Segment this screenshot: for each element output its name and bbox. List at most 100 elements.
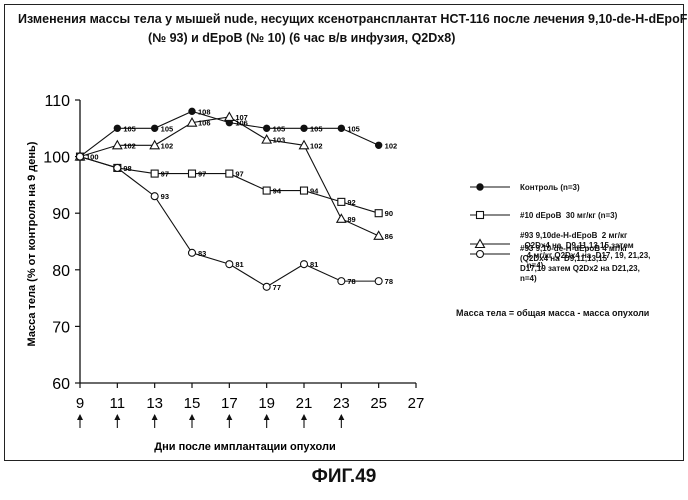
marker-triangle	[186, 117, 198, 127]
marker-filled-circle	[188, 107, 196, 116]
marker-open-circle	[262, 282, 271, 291]
marker-triangle	[149, 139, 161, 150]
x-tick-label: 11	[110, 395, 126, 412]
x-tick-label: 15	[184, 395, 201, 412]
marker-open-circle	[337, 277, 346, 286]
data-label: 97	[198, 170, 206, 179]
data-label: 89	[347, 215, 355, 224]
dose-arrow-head	[189, 414, 195, 420]
mass-note: Масса тела = общая масса - масса опухоли	[456, 308, 650, 318]
x-tick-label: 25	[370, 395, 387, 412]
data-label: 77	[273, 283, 281, 292]
data-label: 92	[347, 198, 355, 207]
marker-triangle	[111, 139, 123, 150]
marker-square	[262, 186, 271, 195]
marker-filled-circle	[374, 141, 383, 149]
chart-title-line1: Изменения массы тела у мышей nude, несущ…	[18, 12, 688, 26]
marker-filled-circle	[476, 183, 484, 191]
marker-square	[374, 209, 383, 218]
marker-open-circle	[75, 152, 85, 161]
data-label: 86	[385, 232, 393, 241]
y-tick-label: 70	[52, 319, 70, 336]
data-label: 102	[161, 141, 174, 150]
data-label: 108	[198, 107, 211, 116]
data-label: 105	[310, 124, 323, 133]
data-label: 105	[161, 124, 174, 133]
data-label: 81	[235, 260, 243, 269]
marker-filled-circle	[150, 124, 159, 133]
data-label: 78	[385, 277, 393, 286]
data-label: 98	[123, 164, 131, 173]
dose-arrow-head	[301, 414, 307, 420]
data-label: 97	[161, 170, 169, 179]
data-label: 83	[198, 249, 206, 258]
y-tick-label: 80	[52, 263, 70, 280]
marker-triangle	[261, 133, 273, 144]
y-tick-label: 110	[44, 93, 70, 110]
marker-triangle	[373, 230, 385, 240]
y-tick-label: 100	[43, 150, 70, 167]
legend-label-93-2mg: #93 9,10de-H-dEpoB 2 мг/кг Q2Dx4 на D9,1…	[520, 231, 651, 270]
marker-triangle	[298, 139, 310, 150]
legend-symbols	[470, 183, 510, 259]
legend-label-93-4mg: #93 9,10-de-H-dEpoB 4 мг/кг (Q2Dx4 на D9…	[520, 244, 640, 283]
x-tick-label: 23	[333, 395, 350, 412]
data-label: 78	[347, 277, 355, 286]
marker-open-circle	[299, 260, 309, 269]
data-label: 105	[347, 124, 360, 133]
marker-open-circle	[187, 248, 197, 257]
marker-filled-circle	[337, 124, 346, 133]
marker-square	[475, 210, 485, 220]
y-tick-label: 90	[52, 206, 70, 223]
legend-label-depob: #10 dEpoB 30 мг/кг (n=3)	[520, 211, 618, 220]
series-markers	[74, 107, 385, 291]
marker-square	[299, 186, 309, 195]
data-label: 106	[235, 119, 248, 128]
figure-caption: ФИГ.49	[311, 466, 377, 487]
line-chart: 60 70 80 90 100 110 9 11 13 15 17 19 21 23 25 27 100 105…	[26, 93, 510, 453]
x-tick-label: 9	[76, 395, 84, 412]
marker-open-circle	[150, 192, 159, 201]
marker-filled-circle	[262, 124, 271, 133]
marker-triangle	[335, 213, 347, 223]
x-tick-label: 13	[146, 395, 163, 412]
marker-square	[225, 169, 234, 178]
data-label: 94	[310, 187, 319, 196]
dose-arrow-head	[263, 414, 270, 420]
dose-arrow-head	[226, 414, 233, 420]
marker-triangle	[474, 238, 486, 249]
chart-axes: 60 70 80 90 100 110 9 11 13 15 17 19 21 23 25 27	[43, 93, 424, 428]
x-tick-label: 17	[221, 395, 238, 412]
data-label: 97	[235, 170, 243, 179]
marker-filled-circle	[300, 124, 308, 133]
marker-filled-circle	[113, 124, 122, 133]
data-label: 102	[123, 141, 136, 150]
x-tick-label: 27	[408, 395, 425, 412]
marker-square	[187, 169, 197, 178]
dose-arrow-head	[151, 414, 158, 420]
marker-open-circle	[374, 277, 383, 286]
y-axis-label: Масса тела (% от контроля на 9 день)	[26, 141, 38, 346]
data-label: 90	[385, 209, 393, 218]
marker-square	[150, 169, 159, 178]
x-tick-label: 21	[296, 395, 313, 412]
data-label: 81	[310, 260, 318, 269]
x-tick-label: 19	[258, 395, 275, 412]
dose-arrow-head	[338, 414, 345, 420]
chart-title-line2: (№ 93) и dEpoB (№ 10) (6 час в/в инфузия…	[148, 31, 456, 45]
dose-arrow-head	[77, 414, 83, 420]
data-label: 103	[273, 136, 286, 145]
y-tick-label: 60	[52, 376, 70, 393]
data-label: 102	[310, 141, 323, 150]
marker-open-circle	[475, 249, 485, 259]
x-axis-label: Дни после имплантации опухоли	[154, 441, 335, 453]
chart-frame	[4, 4, 684, 461]
data-label: 102	[385, 141, 398, 150]
data-label: 105	[123, 124, 136, 133]
data-labels: 100 105 105 108 106 105 105 105 102 98 97 97 97 94 94 9…	[86, 107, 397, 291]
data-label: 106	[198, 119, 211, 128]
marker-open-circle	[113, 163, 122, 172]
dose-arrow-head	[114, 414, 121, 420]
marker-square	[337, 197, 346, 206]
marker-triangle	[223, 111, 235, 122]
